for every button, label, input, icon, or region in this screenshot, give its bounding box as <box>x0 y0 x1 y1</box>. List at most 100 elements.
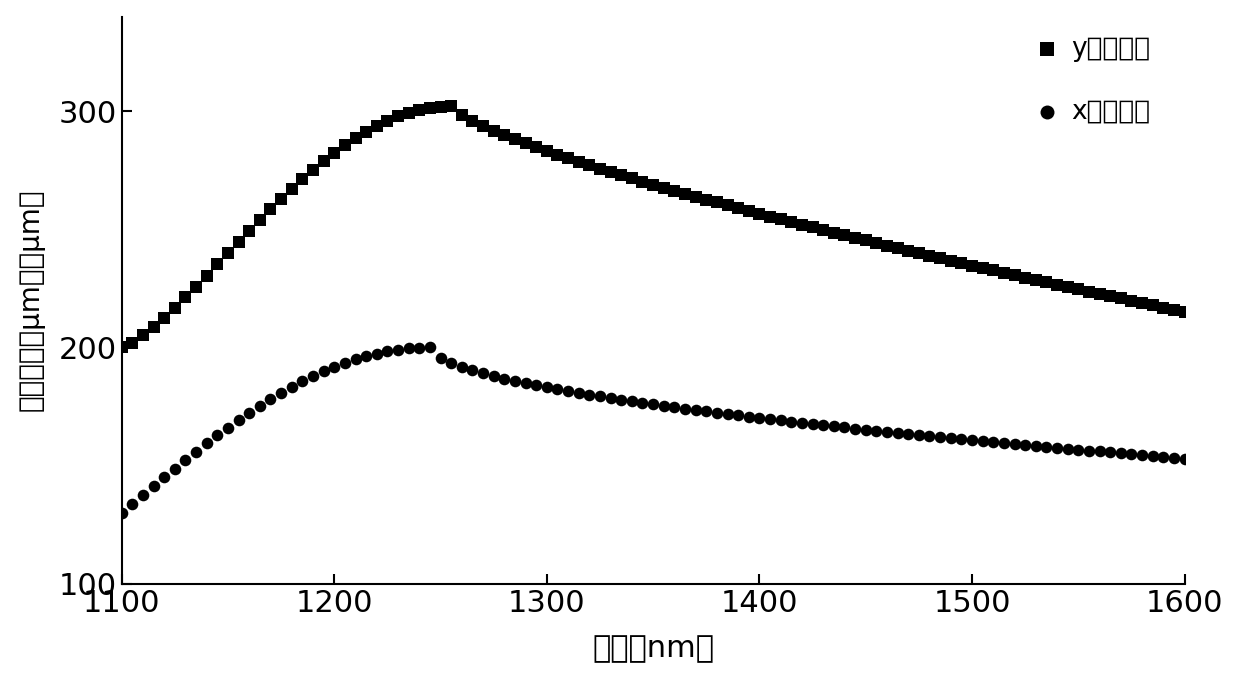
y偏振分量 <box>600 167 620 177</box>
x偏振分量 <box>409 342 429 353</box>
x偏振分量 <box>600 392 620 403</box>
y偏振分量 <box>112 342 131 353</box>
x偏振分量 <box>888 428 908 439</box>
x偏振分量 <box>697 406 717 417</box>
y偏振分量 <box>1090 288 1110 299</box>
y偏振分量 <box>739 205 759 216</box>
x偏振分量 <box>867 425 887 436</box>
x偏振分量 <box>1090 446 1110 457</box>
y偏振分量 <box>474 120 494 131</box>
x偏振分量 <box>590 391 610 402</box>
x偏振分量 <box>1004 439 1024 449</box>
x偏振分量 <box>228 415 248 426</box>
y偏振分量 <box>632 176 652 187</box>
y偏振分量 <box>622 173 642 184</box>
x偏振分量 <box>569 388 589 398</box>
y偏振分量 <box>749 208 769 219</box>
y偏振分量 <box>1058 282 1078 292</box>
y偏振分量 <box>239 226 259 237</box>
x偏振分量 <box>1111 448 1131 459</box>
y偏振分量 <box>686 191 706 202</box>
y偏振分量 <box>548 150 568 160</box>
y偏振分量 <box>1079 286 1099 297</box>
y偏振分量 <box>281 184 301 194</box>
y偏振分量 <box>144 322 164 333</box>
y偏振分量 <box>888 243 908 254</box>
x偏振分量 <box>846 423 866 434</box>
x偏振分量 <box>1058 443 1078 454</box>
x偏振分量 <box>1143 451 1163 462</box>
y偏振分量 <box>526 142 546 153</box>
x偏振分量 <box>802 418 822 429</box>
x偏振分量 <box>474 368 494 379</box>
x偏振分量 <box>537 382 557 393</box>
y偏振分量 <box>388 111 408 122</box>
y偏振分量 <box>1153 302 1173 313</box>
y偏振分量 <box>346 133 366 143</box>
y偏振分量 <box>154 312 174 323</box>
x偏振分量 <box>1025 441 1045 452</box>
y偏振分量 <box>176 292 196 303</box>
x偏振分量 <box>739 411 759 422</box>
x偏振分量 <box>781 416 801 427</box>
y偏振分量 <box>846 233 866 243</box>
x偏振分量 <box>1069 444 1089 455</box>
x偏振分量 <box>749 413 769 424</box>
x偏振分量 <box>1153 452 1173 462</box>
y偏振分量 <box>303 165 322 175</box>
x偏振分量 <box>1132 449 1152 460</box>
y偏振分量 <box>165 302 185 313</box>
y偏振分量 <box>441 101 461 112</box>
x偏振分量 <box>632 397 652 408</box>
y偏振分量 <box>314 156 334 167</box>
x偏振分量 <box>399 343 419 354</box>
y偏振分量 <box>962 260 982 271</box>
y偏振分量 <box>1143 300 1163 311</box>
x偏振分量 <box>207 430 227 441</box>
x偏振分量 <box>314 366 334 377</box>
y偏振分量 <box>930 253 950 264</box>
x偏振分量 <box>792 418 812 428</box>
y偏振分量 <box>792 219 812 230</box>
y偏振分量 <box>1174 307 1194 318</box>
x偏振分量 <box>1016 439 1035 450</box>
y偏振分量 <box>590 163 610 174</box>
y偏振分量 <box>1025 275 1045 286</box>
y偏振分量 <box>813 224 833 235</box>
y偏振分量 <box>495 130 515 141</box>
y偏振分量 <box>430 101 450 112</box>
x偏振分量 <box>176 455 196 466</box>
y偏振分量 <box>718 200 738 211</box>
y偏振分量 <box>675 188 694 199</box>
x偏振分量 <box>451 362 471 373</box>
y偏振分量 <box>909 248 929 258</box>
x偏振分量 <box>377 346 397 357</box>
x偏振分量 <box>356 351 376 362</box>
x偏振分量 <box>367 348 387 359</box>
y偏振分量 <box>356 126 376 137</box>
x偏振分量 <box>388 344 408 355</box>
y偏振分量 <box>420 103 440 114</box>
y偏振分量 <box>250 215 270 226</box>
y偏振分量 <box>856 235 875 246</box>
y偏振分量 <box>707 197 727 208</box>
x偏振分量 <box>835 422 854 433</box>
y偏振分量 <box>611 170 631 181</box>
y偏振分量 <box>877 240 897 251</box>
x偏振分量 <box>516 377 536 388</box>
y偏振分量 <box>920 250 940 261</box>
x偏振分量 <box>675 403 694 414</box>
y偏振分量 <box>197 270 217 281</box>
x偏振分量 <box>771 415 791 426</box>
x偏振分量 <box>686 405 706 415</box>
x偏振分量 <box>920 430 940 441</box>
y偏振分量 <box>1004 270 1024 281</box>
x偏振分量 <box>1079 445 1099 456</box>
y偏振分量 <box>898 245 918 256</box>
x偏振分量 <box>505 375 525 386</box>
y偏振分量 <box>781 216 801 227</box>
y偏振分量 <box>325 148 345 158</box>
x偏振分量 <box>665 402 684 413</box>
x偏振分量 <box>962 435 982 445</box>
y偏振分量 <box>665 185 684 196</box>
